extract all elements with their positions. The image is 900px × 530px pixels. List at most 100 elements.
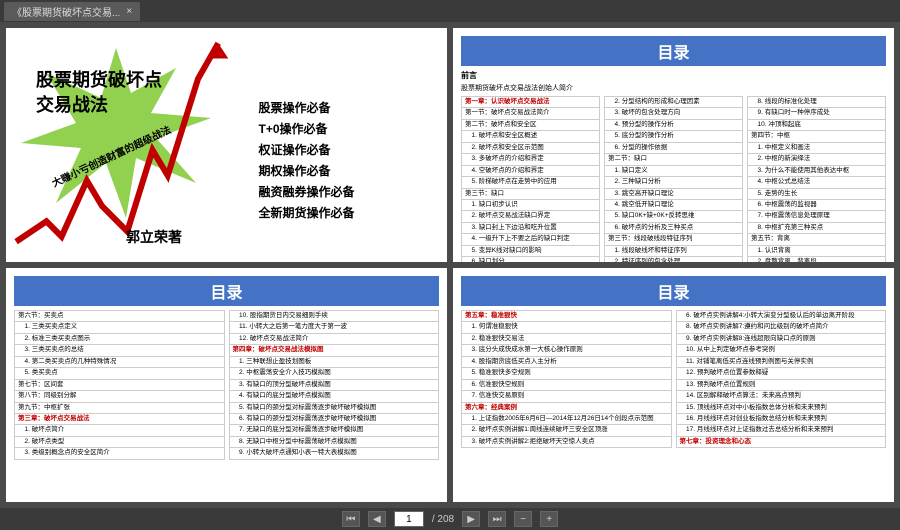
page-toc-3: 目录 第五章：稳准狠快 1. 何谓准稳狠快 2. 稳准狠快交易法 3. 底分头成… (453, 268, 894, 502)
toc-entry: 5. 类买卖点 (15, 368, 225, 379)
page-toc-1: 目录 前言 股票期货破坏点交易战法创始人简介 第一章：认识破坏点交易战法第一节：… (453, 28, 894, 262)
toc-entry: 第八节：同级别分解 (15, 391, 225, 402)
toc-col-2: 2. 分型结构的形成和心理因素 3. 破坏的包含处理方向 4. 预分型的操作分析… (604, 96, 743, 262)
toc-entry: 第五章：稳准狠快 (462, 311, 672, 322)
pages-grid: 股票期货破坏点 交易战法 大赚小亏创造财富的超级战法 郭立荣著 股票操作必备 T… (0, 22, 900, 508)
toc-entry: 6. 有缺口的颈分型对标震荡逐步破坏破坏模拟图 (229, 413, 439, 424)
toc-entry: 2. 稳准狠快交易法 (462, 333, 672, 344)
toc-entry: 3. 缺口封上下边沿和吃升位置 (462, 222, 600, 233)
toc-entry: 1. 三种联想止盈技划图板 (229, 356, 439, 367)
toc-entry: 5. 有缺口的颈分型对标震荡逐步破坏破坏模拟图 (229, 402, 439, 413)
toc-entry: 3. 三类买卖点的总结 (15, 345, 225, 356)
toc-entry: 第九节：中枢扩张 (15, 402, 225, 413)
toc-entry: 1. 认识背离 (748, 245, 886, 256)
toc-entry: 4. 股指期货底低买点入主分析 (462, 356, 672, 367)
toc-entry: 3. 跳空高开缺口理论 (605, 188, 743, 199)
toc-entry: 5. 阶梯破坏点在走势中的应用 (462, 177, 600, 188)
toc-entry: 1. 三类买卖点定义 (15, 322, 225, 333)
toc-entry: 2. 破坏点实例讲解1:周线连续破坏三安全区顶涨 (462, 425, 672, 436)
toc-entry: 第三章：破坏点交易战法 (15, 413, 225, 424)
page-total: / 208 (432, 514, 454, 525)
toc-entry: 2. 破坏点和安全区示范图 (462, 142, 600, 153)
toc-entry: 5. 缺口0K+缺+0K+反转思维 (605, 211, 743, 222)
toc-columns: 第一章：认识破坏点交易战法第一节：破坏点交易战法简介第二节：破坏点和安全区 1.… (461, 96, 886, 262)
toc-entry: 11. 小转大之后第一笔力度大于第一波 (229, 322, 439, 333)
toc-entry: 15. 顶线线环点对中小板指数总体分析和未来预判 (676, 402, 886, 413)
toc-entry: 6. 中枢震荡的监视器 (748, 199, 886, 210)
toc-entry: 3. 有缺口的顶分型破坏点模拟图 (229, 379, 439, 390)
toc-entry: 9. 小转大破坏点通知小表一特大表模拟图 (229, 448, 439, 459)
title-line1: 股票期货破坏点 (36, 68, 162, 93)
toc-entry: 第二节：破坏点和安全区 (462, 119, 600, 130)
toc-entry: 5. 走势的生长 (748, 188, 886, 199)
document-tab[interactable]: 《股票期货破坏点交易... × (4, 2, 140, 21)
close-icon[interactable]: × (126, 6, 132, 17)
toc-entry: 9. 有缺口时一种停序成处 (748, 108, 886, 119)
cover-bullets: 股票操作必备 T+0操作必备 权证操作必备 期权操作必备 融资融券操作必备 全新… (249, 28, 447, 262)
toc-entry: 16. 月线线环点对创业板指数总结分析和未来预判 (676, 413, 886, 424)
toc-preface: 前言 (461, 70, 886, 81)
toc-title: 目录 (461, 36, 886, 66)
toc-entry: 6. 缺口划分 (462, 257, 600, 262)
toc-entry: 11. 对铺笔离低买点连线预判例图与关停实例 (676, 356, 886, 367)
toc-entry: 5. 变异K线对缺口的影响 (462, 245, 600, 256)
toc-entry: 4. 空破坏点的介绍和界定 (462, 165, 600, 176)
page-toc-2: 目录 第六节：买卖点 1. 三类买卖点定义 2. 标准三类买卖点图示 3. 三类… (6, 268, 447, 502)
author: 郭立荣著 (126, 227, 182, 247)
toc-entry: 第三节：线段破线段特征序列 (605, 234, 743, 245)
bullet-5: 全新期货操作必备 (259, 204, 437, 221)
toc-entry: 4. 一级升下上不要之后的缺口判定 (462, 234, 600, 245)
toc-col-2: 6. 破坏点实例讲解4:小转大演变分型极认后的单边离开阶段 8. 破坏点实例讲解… (676, 310, 887, 448)
tab-bar: 《股票期货破坏点交易... × (0, 0, 900, 22)
toc-entry: 3. 破坏的包含处理方向 (605, 108, 743, 119)
first-page-button[interactable]: ⏮ (342, 511, 360, 527)
zoom-in-button[interactable]: + (540, 511, 558, 527)
toc-entry: 第三节：缺口 (462, 188, 600, 199)
pagination-footer: ⏮ ◀ / 208 ▶ ⏭ − + (0, 508, 900, 530)
bullet-2: 权证操作必备 (259, 141, 437, 158)
toc-entry: 1. 何谓准稳狠快 (462, 322, 672, 333)
cover-left: 股票期货破坏点 交易战法 大赚小亏创造财富的超级战法 郭立荣著 (6, 28, 249, 262)
toc-entry: 14. 区别解释破坏点算法：未来高点预判 (676, 391, 886, 402)
toc-entry: 5. 底分型的操作分析 (605, 131, 743, 142)
prev-page-button[interactable]: ◀ (368, 511, 386, 527)
toc-entry: 2. 标准三类买卖点图示 (15, 333, 225, 344)
toc-entry: 12. 破坏点交易战法简介 (229, 333, 439, 344)
toc-entry: 4. 中枢公式总结法 (748, 177, 886, 188)
toc-entry: 2. 中枢的新演绎法 (748, 154, 886, 165)
toc-entry: 10. 股指期货日内交易细则手续 (229, 311, 439, 322)
toc-entry: 1. 破坏点和安全区概述 (462, 131, 600, 142)
toc-entry: 第七节：区间套 (15, 379, 225, 390)
toc-entry: 4. 有缺口的底分型破坏点模拟图 (229, 391, 439, 402)
page-input[interactable] (394, 511, 424, 527)
toc-entry: 3. 多破坏点的介绍和界定 (462, 154, 600, 165)
toc-entry: 6. 破坏点的分析及三种买点 (605, 222, 743, 233)
toc-entry: 1. 线段破线坏和特征序列 (605, 245, 743, 256)
toc-entry: 6. 分型的操作依据 (605, 142, 743, 153)
toc-entry: 7. 信准快交易原则 (462, 391, 672, 402)
toc-entry: 第一节：破坏点交易战法简介 (462, 108, 600, 119)
cover-title: 股票期货破坏点 交易战法 (36, 68, 162, 118)
last-page-button[interactable]: ⏭ (488, 511, 506, 527)
toc-entry: 1. 中枢定义和画法 (748, 142, 886, 153)
toc-entry: 2. 破坏点交易战法缺口界定 (462, 211, 600, 222)
toc-title: 目录 (14, 276, 439, 306)
toc-entry: 第四节：中枢 (748, 131, 886, 142)
toc-col-2: 10. 股指期货日内交易细则手续 11. 小转大之后第一笔力度大于第一波 12.… (229, 310, 440, 460)
bullet-3: 期权操作必备 (259, 162, 437, 179)
toc-entry: 7. 无缺口的底分型对标震荡逐步破坏模拟图 (229, 425, 439, 436)
next-page-button[interactable]: ▶ (462, 511, 480, 527)
toc-entry: 4. 跳空低开缺口理论 (605, 199, 743, 210)
toc-entry: 2. 中枢震荡安全介入技巧模拟图 (229, 368, 439, 379)
zoom-out-button[interactable]: − (514, 511, 532, 527)
toc-entry: 2. 盘整背离、背离段 (748, 257, 886, 262)
tab-title: 《股票期货破坏点交易... (12, 4, 120, 19)
toc-entry: 第六节：买卖点 (15, 311, 225, 322)
toc-columns: 第五章：稳准狠快 1. 何谓准稳狠快 2. 稳准狠快交易法 3. 底分头成快成水… (461, 310, 886, 448)
title-line2: 交易战法 (36, 93, 162, 118)
toc-entry: 第五节：背离 (748, 234, 886, 245)
toc-columns: 第六节：买卖点 1. 三类买卖点定义 2. 标准三类买卖点图示 3. 三类买卖点… (14, 310, 439, 460)
toc-entry: 7. 中枢震荡信息处理原理 (748, 211, 886, 222)
toc-entry: 2. 特征序列的包含处理 (605, 257, 743, 262)
toc-entry: 第一章：认识破坏点交易战法 (462, 97, 600, 108)
